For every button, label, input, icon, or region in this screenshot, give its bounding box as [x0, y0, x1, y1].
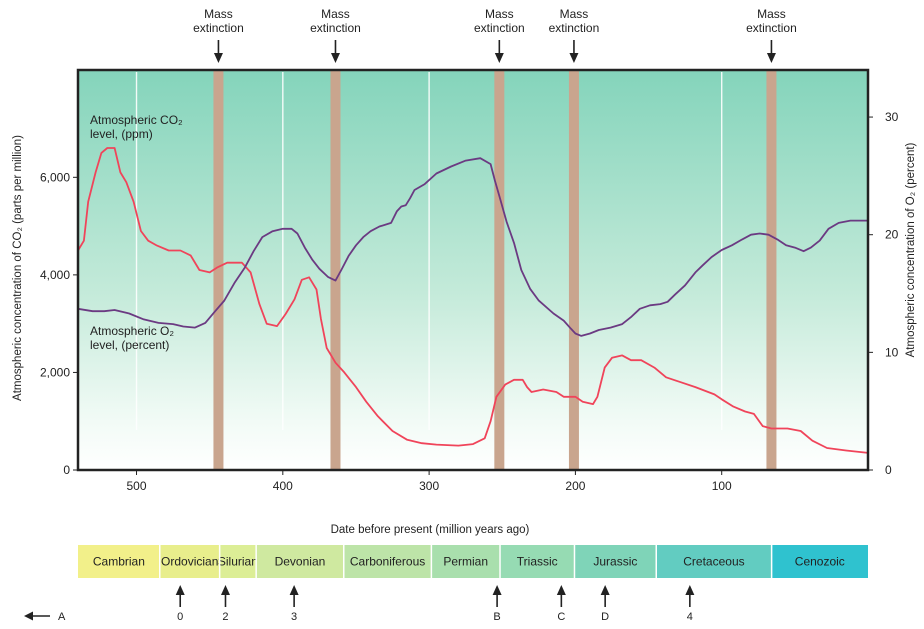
o2-series-label: Atmospheric O₂: [90, 324, 174, 338]
y-left-tick-label-0: 0: [63, 463, 70, 477]
mass-extinction-bands: [213, 71, 777, 469]
period-label-silurian: Silurian: [218, 555, 258, 569]
down-arrow-icon: [766, 53, 776, 63]
x-tick-label-500: 500: [127, 479, 147, 493]
period-devonian: [256, 545, 344, 578]
series-lines: [77, 147, 869, 454]
marker-label-d: D: [601, 611, 609, 623]
mass-extinction-annotations: MassextinctionMassextinctionMassextincti…: [193, 7, 797, 63]
marker-label-4: 4: [687, 611, 693, 623]
mass-extinction-band-5: [766, 71, 777, 469]
timeline-markers: A 0 2 3 B C D 4: [24, 585, 695, 623]
marker-label-2: 2: [222, 611, 228, 623]
plot-background: [78, 70, 868, 470]
mass-extinction-label-4: Mass: [560, 7, 589, 21]
period-ordovician: [159, 545, 220, 578]
mass-extinction-band-2: [330, 71, 341, 469]
y-right-tick-label-20: 20: [885, 228, 899, 242]
period-permian: [431, 545, 501, 578]
marker-label-a: A: [58, 611, 66, 623]
down-arrow-icon: [213, 53, 223, 63]
mass-extinction-label-5: extinction: [746, 21, 797, 35]
x-tick-label-200: 200: [565, 479, 585, 493]
co2-line: [77, 147, 869, 454]
axis-ticks: 500 400 300 200 100 0 2,000 4,000 6,000 0 10 20 30: [40, 110, 899, 493]
up-arrow-icon: [600, 585, 610, 595]
x-tick-label-300: 300: [419, 479, 439, 493]
o2-series-label: level, (percent): [90, 338, 169, 352]
co2-series-label: Atmospheric CO₂: [90, 113, 183, 127]
mass-extinction-label-4: extinction: [549, 21, 600, 35]
down-arrow-icon: [569, 53, 579, 63]
marker-label-3: 3: [291, 611, 297, 623]
mass-extinction-label-3: extinction: [474, 21, 525, 35]
period-label-jurassic: Jurassic: [593, 555, 637, 569]
period-carboniferous: [343, 545, 432, 578]
geologic-timeline: Cambrian Ordovician Silurian Devonian Carbon…: [78, 545, 868, 578]
down-arrow-icon: [494, 53, 504, 63]
mass-extinction-label-2: extinction: [310, 21, 361, 35]
marker-label-0: 0: [177, 611, 183, 623]
left-arrow-icon: [24, 611, 33, 621]
period-triassic: [500, 545, 575, 578]
period-label-devonian: Devonian: [275, 555, 326, 569]
period-cretaceous: [656, 545, 772, 578]
y-left-tick-label-2000: 2,000: [40, 365, 70, 379]
period-cenozoic: [771, 545, 868, 578]
y-left-tick-label-4000: 4,000: [40, 268, 70, 282]
period-label-cenozoic: Cenozoic: [795, 555, 845, 569]
mass-extinction-label-1: extinction: [193, 21, 244, 35]
period-silurian: [219, 545, 257, 578]
up-arrow-icon: [289, 585, 299, 595]
y-right-tick-label-30: 30: [885, 110, 899, 124]
period-cambrian: [78, 545, 160, 578]
up-arrow-icon: [175, 585, 185, 595]
period-label-carboniferous: Carboniferous: [350, 555, 425, 569]
y-right-tick-label-10: 10: [885, 345, 899, 359]
period-label-cambrian: Cambrian: [93, 555, 145, 569]
co2-series-label: level, (ppm): [90, 127, 153, 141]
mass-extinction-label-2: Mass: [321, 7, 350, 21]
period-jurassic: [574, 545, 657, 578]
up-arrow-icon: [492, 585, 502, 595]
y-left-tick-label-6000: 6,000: [40, 170, 70, 184]
up-arrow-icon: [556, 585, 566, 595]
down-arrow-icon: [330, 53, 340, 63]
y-right-axis-title: Atmospheric concentration of O₂ (percent…: [905, 142, 917, 357]
up-arrow-icon: [685, 585, 695, 595]
mass-extinction-label-3: Mass: [485, 7, 514, 21]
marker-label-b: B: [493, 611, 500, 623]
mass-extinction-label-1: Mass: [204, 7, 233, 21]
period-label-ordovician: Ordovician: [161, 555, 218, 569]
mass-extinction-label-5: Mass: [757, 7, 786, 21]
x-tick-label-100: 100: [712, 479, 732, 493]
up-arrow-icon: [220, 585, 230, 595]
mass-extinction-band-4: [568, 71, 579, 469]
period-label-permian: Permian: [443, 555, 488, 569]
marker-label-c: C: [557, 611, 565, 623]
x-axis-title: Date before present (million years ago): [331, 524, 530, 536]
x-tick-label-400: 400: [273, 479, 293, 493]
o2-line: [77, 157, 868, 337]
period-label-triassic: Triassic: [517, 555, 558, 569]
y-right-tick-label-0: 0: [885, 463, 892, 477]
y-left-axis-title: Atmospheric concentration of CO₂ (parts …: [12, 135, 24, 401]
mass-extinction-band-1: [213, 71, 224, 469]
plot-frame: [76, 68, 870, 472]
mass-extinction-band-3: [494, 71, 505, 469]
period-label-cretaceous: Cretaceous: [683, 555, 744, 569]
